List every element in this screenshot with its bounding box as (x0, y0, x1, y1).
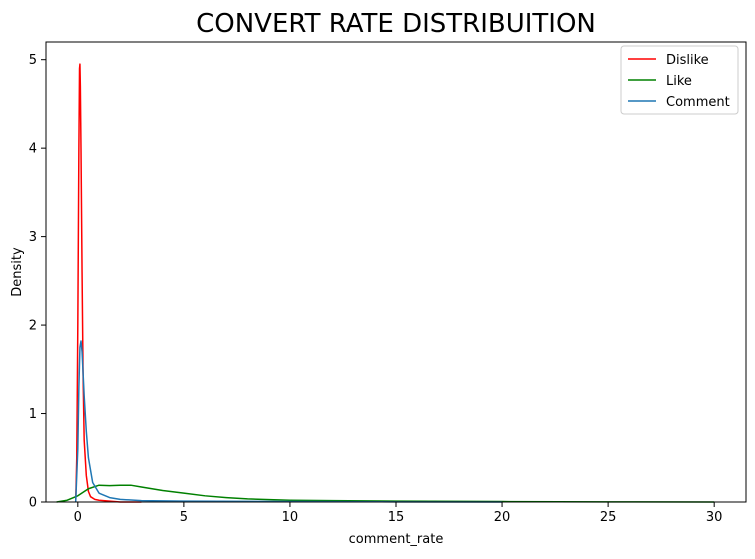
y-tick-label: 5 (29, 53, 37, 68)
x-axis-label: comment_rate (349, 532, 444, 547)
x-axis-ticks: 0 5 10 15 20 25 30 (74, 502, 723, 525)
x-tick-label: 0 (74, 510, 82, 525)
x-tick-label: 30 (706, 510, 723, 525)
y-tick-label: 3 (29, 230, 37, 245)
legend: Dislike Like Comment (620, 45, 739, 115)
y-tick-label: 2 (29, 319, 37, 334)
legend-box (620, 45, 739, 115)
y-axis-label: Density (10, 247, 25, 297)
y-tick-label: 4 (29, 142, 37, 157)
plot-lines (56, 63, 715, 503)
chart-title: CONVERT RATE DISTRIBUITION (196, 9, 596, 39)
y-tick-label: 1 (29, 407, 37, 422)
series-line-comment (74, 340, 503, 503)
y-axis-ticks: 0 1 2 3 4 5 (29, 53, 46, 511)
legend-label-like: Like (666, 74, 692, 89)
y-tick-label: 0 (29, 496, 37, 511)
legend-label-comment: Comment (666, 95, 730, 110)
legend-label-dislike: Dislike (666, 53, 709, 68)
x-tick-label: 25 (600, 510, 617, 525)
series-line-dislike (74, 63, 142, 503)
x-tick-label: 20 (494, 510, 511, 525)
x-tick-label: 5 (180, 510, 188, 525)
series-line-like (56, 484, 715, 503)
x-tick-label: 10 (282, 510, 299, 525)
x-tick-label: 15 (388, 510, 405, 525)
